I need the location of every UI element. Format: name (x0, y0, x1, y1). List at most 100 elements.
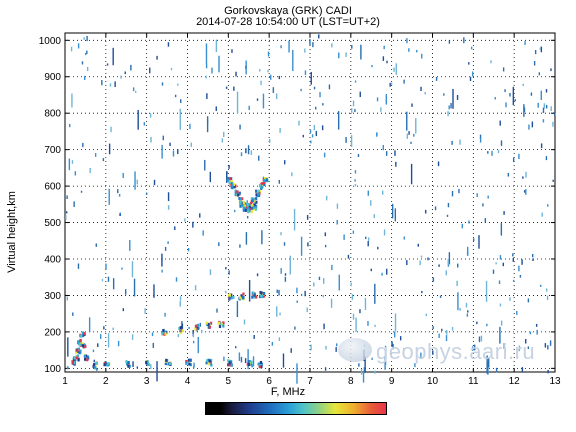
noise-speck (364, 356, 366, 373)
noise-speck (313, 282, 315, 287)
noise-speck (94, 153, 97, 157)
trace-point (239, 197, 242, 201)
trace-point (205, 321, 208, 325)
noise-speck (485, 280, 488, 302)
trace-point (81, 342, 85, 346)
noise-speck (516, 310, 518, 315)
noise-speck (205, 75, 207, 79)
noise-speck (302, 134, 305, 138)
noise-speck (93, 359, 95, 363)
trace-point (259, 290, 262, 294)
noise-speck (486, 355, 488, 374)
noise-speck (330, 298, 333, 308)
trace-point (77, 358, 80, 362)
noise-speck (179, 296, 182, 301)
noise-speck (164, 246, 167, 251)
noise-speck (250, 150, 253, 155)
noise-speck (445, 335, 448, 342)
noise-speck (452, 88, 454, 109)
noise-speck (504, 89, 506, 93)
trace-point (257, 362, 260, 366)
trace-point (241, 204, 245, 208)
y-tick-label: 700 (44, 145, 61, 156)
noise-speck (304, 290, 306, 297)
noise-speck (503, 211, 505, 215)
noise-speck (70, 46, 73, 52)
noise-speck (458, 188, 460, 194)
noise-speck (206, 93, 208, 100)
noise-speck (244, 358, 247, 364)
noise-speck (192, 221, 194, 228)
noise-speck (512, 279, 515, 282)
noise-speck (108, 188, 110, 205)
noise-speck (374, 283, 376, 304)
noise-speck (296, 363, 298, 384)
noise-speck (382, 56, 385, 61)
x-tick-label: 9 (389, 376, 395, 387)
noise-speck (323, 152, 326, 158)
noise-speck (167, 241, 169, 245)
noise-speck (247, 349, 249, 370)
noise-speck (540, 90, 542, 101)
noise-speck (122, 172, 124, 179)
trace-point (238, 201, 242, 205)
trace-point (220, 323, 224, 327)
noise-speck (101, 80, 103, 86)
trace-point (246, 204, 249, 208)
noise-speck (395, 63, 397, 75)
noise-speck (267, 51, 270, 57)
trace-point (253, 292, 256, 296)
noise-speck (500, 223, 503, 236)
noise-speck (476, 321, 478, 325)
noise-speck (451, 140, 453, 145)
noise-speck (338, 52, 340, 59)
noise-speck (403, 348, 405, 353)
y-axis-label: Virtual height,km (6, 191, 18, 273)
trace-point (83, 331, 86, 335)
noise-speck (351, 45, 353, 49)
noise-speck (484, 218, 487, 223)
trace-point (242, 292, 245, 296)
trace-point (251, 364, 254, 368)
noise-speck (74, 171, 77, 176)
noise-speck (118, 193, 121, 197)
noise-speck (352, 100, 355, 107)
noise-speck (393, 67, 395, 72)
noise-speck (419, 260, 421, 266)
noise-speck (425, 313, 427, 317)
noise-speck (461, 223, 463, 229)
noise-speck (112, 278, 115, 290)
noise-speck (150, 364, 152, 370)
noise-speck (367, 241, 369, 247)
noise-speck (284, 276, 287, 282)
noise-speck (347, 254, 350, 259)
noise-speck (406, 260, 408, 266)
x-tick-label: 13 (549, 376, 561, 387)
noise-speck (345, 52, 347, 57)
noise-speck (192, 340, 195, 344)
trace-point (81, 344, 85, 348)
noise-speck (352, 230, 355, 234)
noise-speck (336, 219, 338, 225)
noise-speck (300, 236, 303, 256)
y-tick-label: 1000 (39, 36, 62, 47)
noise-speck (499, 255, 502, 260)
noise-speck (524, 41, 526, 45)
trace-point (128, 364, 131, 368)
noise-speck (199, 213, 201, 218)
trace-point (258, 184, 262, 188)
noise-speck (293, 208, 296, 231)
noise-speck (417, 243, 419, 247)
noise-speck (131, 334, 134, 340)
noise-speck (161, 144, 163, 159)
noise-speck (406, 133, 409, 139)
noise-speck (247, 145, 250, 155)
trace-point (103, 363, 106, 367)
noise-speck (131, 261, 134, 278)
noise-speck (209, 269, 212, 276)
noise-speck (262, 93, 265, 109)
noise-speck (354, 170, 357, 174)
noise-speck (83, 37, 85, 40)
noise-speck (304, 70, 307, 75)
noise-speck (270, 74, 272, 80)
